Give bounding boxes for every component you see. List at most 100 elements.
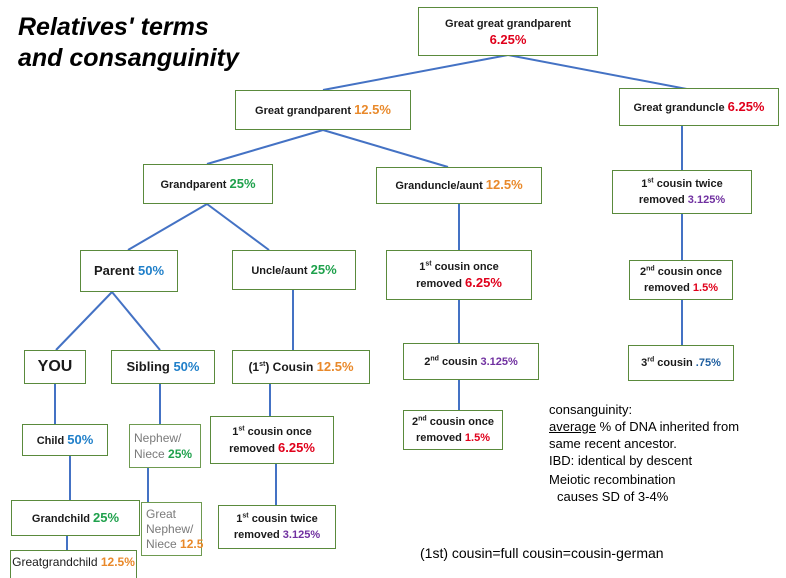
node-label: removed	[229, 442, 279, 455]
node-second-cousin-once-removed-lower: 2nd cousin once removed 1.5%	[403, 410, 503, 450]
node-label: Greatgrandchild	[12, 555, 101, 569]
node-percentage: 25%	[93, 509, 120, 525]
node-label: Great granduncle	[633, 101, 728, 114]
note-underlined-word: average	[549, 419, 596, 434]
node-label: removed	[416, 277, 466, 290]
node-label: YOU	[37, 358, 73, 375]
node-you: YOU	[24, 350, 86, 384]
node-label: Child	[36, 434, 68, 447]
node-label: Parent	[93, 262, 139, 278]
node-ordinal-suffix: nd	[646, 265, 655, 273]
node-great-grandchild: Greatgrandchild 12.5%	[10, 550, 137, 578]
node-great-grandparent: Great grandparent 12.5%	[235, 90, 411, 130]
node-label: cousin once	[431, 260, 499, 273]
connector	[127, 203, 208, 251]
node-first-cousin: (1st) Cousin 12.5%	[232, 350, 370, 384]
node-label: Sibling	[126, 358, 174, 374]
node-label: cousin	[438, 355, 481, 368]
node-ordinal-suffix: st	[647, 177, 654, 185]
node-ordinal-suffix: st	[259, 361, 266, 368]
note-line: consanguinity:	[549, 402, 633, 417]
connector	[55, 291, 113, 351]
diagram-title-line2: and consanguinity	[18, 44, 239, 72]
node-percentage: 6.25%	[278, 439, 315, 455]
node-percentage: 50%	[67, 431, 94, 447]
node-label: cousin twice	[248, 513, 318, 525]
node-great-great-grandparent: Great great grandparent 6.25%	[418, 7, 598, 56]
note-line: % of DNA inherited from	[595, 419, 740, 434]
node-nephew-niece: Nephew/ Niece 25%	[129, 424, 201, 468]
node-ordinal: 2	[412, 416, 419, 428]
node-ordinal: 1	[641, 178, 648, 190]
node-ordinal: 1	[419, 260, 426, 273]
node-percentage: 12.5%	[100, 555, 135, 569]
node-percentage: 3.125%	[480, 355, 518, 368]
node-percentage: 12.5%	[354, 101, 391, 117]
node-label: Great	[146, 506, 177, 521]
node-ordinal-suffix: st	[242, 512, 249, 520]
node-label: removed	[416, 432, 465, 444]
node-label: removed	[638, 194, 688, 206]
node-percentage: 1.5%	[464, 432, 490, 444]
connector	[206, 129, 324, 165]
node-label: Nephew/	[146, 521, 194, 536]
node-label: Niece	[146, 536, 181, 551]
node-parent: Parent 50%	[80, 250, 178, 292]
node-great-nephew-niece: Great Nephew/ Niece 12.5	[141, 502, 204, 556]
note-line: IBD: identical by descent	[549, 453, 693, 468]
node-first-cousin-twice-removed-lower: 1st cousin twice removed 3.125%	[218, 505, 336, 549]
node-label: Granduncle/aunt	[395, 180, 486, 192]
node-percentage: 12.5%	[316, 359, 354, 374]
node-percentage: 12.5	[180, 536, 204, 551]
node-child: Child 50%	[22, 424, 108, 456]
node-label: ) Cousin	[265, 360, 317, 374]
node-percentage: 6.25%	[465, 274, 502, 290]
node-percentage: 12.5%	[485, 177, 523, 192]
node-ordinal-suffix: nd	[430, 354, 439, 362]
node-ordinal-suffix: nd	[418, 415, 427, 423]
connector	[322, 54, 509, 91]
node-percentage: 6.25%	[727, 98, 765, 114]
node-label: Great grandparent	[255, 104, 355, 117]
node-ordinal-suffix: st	[238, 424, 245, 432]
node-first-cousin-once-removed-middle: 1st cousin once removed 6.25%	[386, 250, 532, 300]
node-label: cousin once	[654, 266, 722, 278]
node-label: Grandparent	[160, 178, 230, 191]
diagram-title-line1: Relatives' terms	[18, 13, 209, 41]
note-line: causes SD of 3-4%	[557, 489, 669, 504]
node-percentage: 3.125%	[282, 529, 321, 541]
node-first-cousin-twice-removed-upper: 1st cousin twice removed 3.125%	[612, 170, 752, 214]
connector	[507, 54, 693, 91]
node-label: Niece	[134, 447, 169, 461]
node-first-cousin-once-removed-lower: 1st cousin once removed 6.25%	[210, 416, 334, 464]
consanguinity-note: consanguinity: average % of DNA inherite…	[549, 401, 784, 505]
node-granduncle-aunt: Granduncle/aunt 12.5%	[376, 167, 542, 204]
node-grandchild: Grandchild 25%	[11, 500, 140, 536]
node-ordinal: 2	[640, 266, 647, 278]
node-sibling: Sibling 50%	[111, 350, 215, 384]
node-percentage: 3.125%	[687, 194, 726, 206]
node-third-cousin: 3rd cousin .75%	[628, 345, 734, 381]
note-line: same recent ancestor.	[549, 436, 677, 451]
connector	[111, 291, 161, 351]
node-label: Grandchild	[31, 512, 94, 525]
note-line: Meiotic recombination	[549, 472, 676, 487]
node-label: cousin twice	[653, 178, 723, 190]
node-label: Great great grandparent	[445, 17, 571, 30]
node-ordinal-suffix: rd	[647, 356, 655, 364]
connector	[206, 203, 270, 251]
node-percentage: 25%	[229, 175, 256, 191]
node-percentage: 25%	[310, 261, 337, 277]
node-second-cousin: 2nd cousin 3.125%	[403, 343, 539, 380]
node-label: Nephew/	[134, 431, 182, 445]
node-percentage: 50%	[138, 262, 165, 278]
node-percentage: 25%	[168, 447, 193, 461]
node-ordinal: 1	[236, 513, 243, 525]
node-percentage: .75%	[695, 357, 721, 369]
node-second-cousin-once-removed-right: 2nd cousin once removed 1.5%	[629, 260, 733, 300]
node-label: cousin	[654, 357, 696, 369]
node-label: removed	[233, 529, 283, 541]
node-ordinal-suffix: st	[425, 259, 432, 267]
node-label: cousin once	[244, 425, 312, 438]
